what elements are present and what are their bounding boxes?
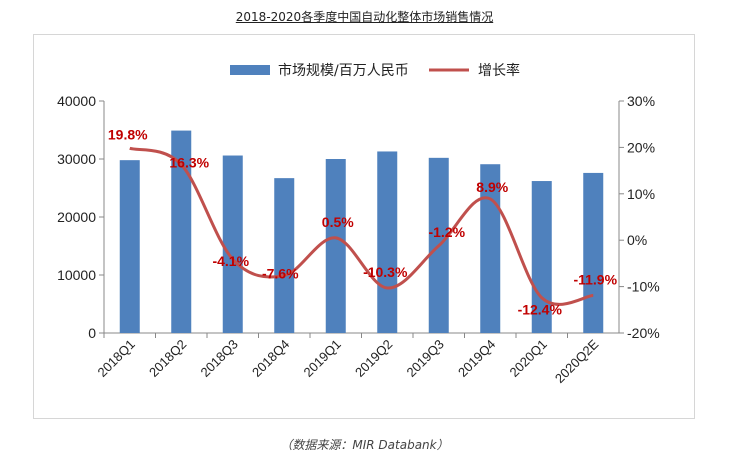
bar-2019Q1 xyxy=(325,159,346,333)
legend-line-label: 增长率 xyxy=(478,62,520,79)
chart-frame: 0 10000 20000 30000 40000 -20% -10% 0% 10% 20% 30%… xyxy=(33,34,695,419)
y-right-tick-label: 10% xyxy=(627,186,655,202)
growth-label: 0.5% xyxy=(322,214,354,230)
bar-2018Q4 xyxy=(274,178,295,333)
y-right-tick-label: 0% xyxy=(627,232,647,248)
chart-svg: 0 10000 20000 30000 40000 -20% -10% 0% 10% 20% 30%… xyxy=(57,62,660,386)
growth-label: -12.4% xyxy=(518,302,563,318)
y-left-tick-label: 40000 xyxy=(57,93,96,109)
growth-label: -11.9% xyxy=(573,271,617,287)
x-tick-label: 2019Q2 xyxy=(352,337,395,380)
x-tick-label: 2019Q3 xyxy=(404,337,447,380)
bar-2018Q1 xyxy=(119,160,140,333)
x-tick-label: 2020Q1 xyxy=(507,337,550,380)
y-right-tick-label: 20% xyxy=(627,139,655,155)
bar-2018Q3 xyxy=(222,155,243,333)
source-note: （数据来源：MIR Databank） xyxy=(280,438,449,452)
x-tick-label: 2018Q4 xyxy=(249,337,292,380)
y-right-tick-label: -10% xyxy=(627,279,660,295)
x-tick-label: 2018Q3 xyxy=(198,337,241,380)
chart-page-title: 2018-2020各季度中国自动化整体市场销售情况 xyxy=(235,10,494,24)
y-left-tick-label: 0 xyxy=(88,325,96,341)
growth-label: -1.2% xyxy=(428,224,465,240)
bar-2019Q2 xyxy=(377,151,398,333)
y-left-tick-label: 10000 xyxy=(57,267,96,283)
growth-label: 19.8% xyxy=(108,126,148,142)
x-tick-label: 2019Q4 xyxy=(455,337,498,380)
legend-bar-swatch xyxy=(230,65,270,75)
bar-2018Q2 xyxy=(171,130,192,333)
bar-2019Q4 xyxy=(480,164,501,333)
growth-label: -10.3% xyxy=(363,264,408,280)
growth-label: -4.1% xyxy=(212,253,249,269)
y-left-tick-label: 30000 xyxy=(57,151,96,167)
x-tick-label: 2020Q2E xyxy=(552,336,602,386)
growth-label: 16.3% xyxy=(169,155,209,171)
x-tick-label: 2018Q2 xyxy=(146,337,189,380)
legend-bar-label: 市场规模/百万人民币 xyxy=(278,62,409,79)
growth-label: -7.6% xyxy=(262,265,299,281)
bar-2020Q2E xyxy=(583,172,604,333)
y-left-tick-label: 20000 xyxy=(57,209,96,225)
growth-rate-line xyxy=(129,146,594,306)
y-right-tick-label: 30% xyxy=(627,93,655,109)
growth-label: 8.9% xyxy=(476,179,508,195)
bar-2020Q1 xyxy=(531,181,552,333)
y-right-tick-label: -20% xyxy=(627,325,660,341)
x-tick-label: 2019Q1 xyxy=(301,337,344,380)
x-tick-label: 2018Q1 xyxy=(95,337,138,380)
